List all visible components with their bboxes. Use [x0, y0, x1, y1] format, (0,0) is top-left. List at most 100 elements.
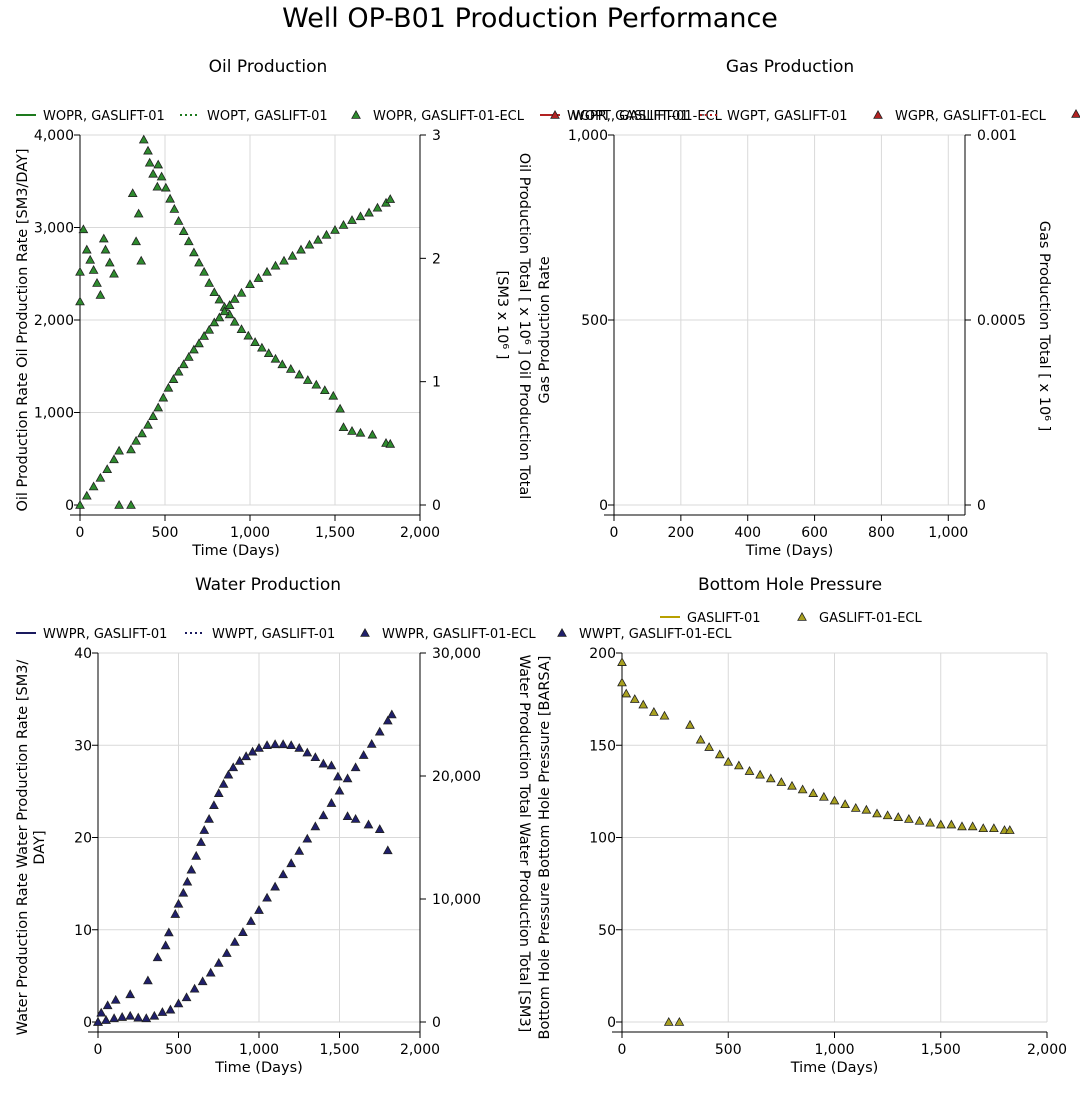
water-data-point [254, 905, 264, 914]
oil-x-tick-label: 1,500 [315, 525, 355, 541]
bhp-data-point [850, 802, 861, 812]
water-y-tick-label: 40 [74, 646, 92, 662]
oil-data-point [114, 499, 124, 509]
water-data-point [238, 927, 248, 936]
oil-data-point [367, 429, 378, 439]
water-legend-swatch-marker [557, 627, 567, 637]
gas-y-axis-label: Gas Production Rate [537, 256, 553, 403]
water-data-point [350, 762, 361, 772]
oil-chart-title: Oil Production [209, 57, 328, 77]
oil-data-point [372, 202, 383, 212]
oil-data-point [236, 287, 247, 297]
water-data-point [310, 752, 321, 762]
water-data-point [117, 1012, 128, 1021]
water-data-point [254, 742, 264, 752]
oil-data-point [131, 236, 141, 246]
oil-data-point [102, 464, 113, 473]
bhp-chart-title: Bottom Hole Pressure [698, 575, 882, 595]
oil-data-point [219, 306, 230, 316]
water-data-point [218, 778, 229, 788]
bhp-data-point [755, 769, 766, 779]
water-y2-axis-label: Water Production Total Water Production … [516, 655, 532, 1033]
oil-data-point [88, 265, 99, 274]
oil-y-tick-label: 4,000 [34, 128, 74, 144]
bhp-x-tick-label: 1,500 [921, 1042, 961, 1058]
gas-legend-swatch-marker [550, 109, 560, 119]
oil-y-axis-label: Oil Production Rate Oil Production Rate … [15, 148, 31, 511]
water-data-point [294, 742, 305, 752]
bhp-data-point [818, 791, 829, 801]
water-data-point [221, 948, 232, 957]
bhp-x-tick-label: 500 [715, 1042, 742, 1058]
oil-data-point [78, 224, 89, 234]
oil-data-point [304, 239, 315, 249]
oil-y2-tick-label: 2 [432, 251, 441, 267]
water-data-point [93, 1016, 103, 1026]
oil-data-point [330, 224, 340, 234]
oil-data-point [114, 445, 124, 455]
gas-chart-title: Gas Production [726, 57, 854, 77]
water-y-tick-label: 10 [74, 923, 92, 939]
bhp-y-tick-label: 150 [589, 738, 616, 754]
gas-y-tick-label: 0 [599, 498, 608, 514]
oil-y-tick-label: 2,000 [34, 313, 74, 329]
bhp-legend-swatch-marker [797, 611, 807, 621]
bhp-data-point [946, 819, 957, 829]
bhp-data-point [648, 707, 659, 716]
oil-data-point [199, 266, 209, 276]
oil-data-point [263, 348, 274, 358]
oil-data-point [204, 277, 215, 287]
bhp-data-point [674, 1016, 685, 1026]
water-y-tick-label: 20 [74, 831, 92, 847]
oil-data-point [153, 159, 164, 169]
bhp-data-point [617, 677, 627, 687]
oil-data-point [148, 411, 158, 420]
gas-y-tick-label: 500 [581, 313, 608, 329]
water-legend-swatch-marker [360, 627, 370, 637]
bhp-data-point [893, 812, 904, 821]
bhp-data-point [925, 817, 936, 827]
water-data-point [223, 769, 234, 779]
bhp-data-point [663, 1016, 674, 1026]
bhp-y-axis-label: Bottom Hole Pressure Bottom Hole Pressur… [537, 656, 553, 1040]
oil-data-point [98, 233, 109, 243]
water-data-point [286, 740, 297, 750]
water-data-point [209, 800, 219, 809]
gas-y-tick-label: 1,000 [568, 128, 608, 144]
oil-data-point [270, 260, 281, 270]
oil-data-point [95, 290, 106, 299]
water-data-point [125, 1010, 136, 1020]
water-x-tick-label: 500 [165, 1042, 192, 1058]
oil-data-point [126, 444, 136, 454]
gas-legend-label: WGPT, GASLIFT-01 [727, 109, 848, 124]
oil-data-point [302, 375, 313, 384]
oil-y2-tick-label: 1 [432, 375, 441, 391]
water-data-point [234, 755, 245, 765]
oil-data-point [209, 317, 220, 327]
bhp-data-point [765, 773, 776, 783]
water-legend-label: WWPR, GASLIFT-01-ECL [382, 627, 536, 642]
water-data-point [196, 837, 206, 846]
water-data-point [178, 887, 189, 897]
water-data-point [199, 825, 210, 834]
oil-x-axis-label: Time (Days) [191, 543, 280, 559]
oil-data-point [133, 208, 144, 218]
oil-data-point [229, 316, 240, 326]
oil-data-point [313, 234, 323, 244]
water-data-point [333, 771, 343, 781]
water-data-point [386, 709, 397, 719]
oil-data-point [214, 294, 225, 304]
oil-data-point [319, 385, 330, 395]
bhp-y-tick-label: 100 [589, 831, 616, 847]
gas-x-tick-label: 200 [667, 525, 694, 541]
oil-data-point [338, 220, 349, 229]
water-y2-tick-label: 30,000 [432, 646, 481, 662]
oil-data-point [85, 254, 96, 264]
water-data-point [165, 1004, 176, 1014]
oil-data-point [189, 247, 199, 257]
bhp-data-point [621, 688, 632, 698]
gas-x-tick-label: 1,000 [928, 525, 968, 541]
oil-data-point [131, 435, 141, 445]
oil-data-point [138, 134, 149, 144]
water-data-point [363, 819, 374, 829]
